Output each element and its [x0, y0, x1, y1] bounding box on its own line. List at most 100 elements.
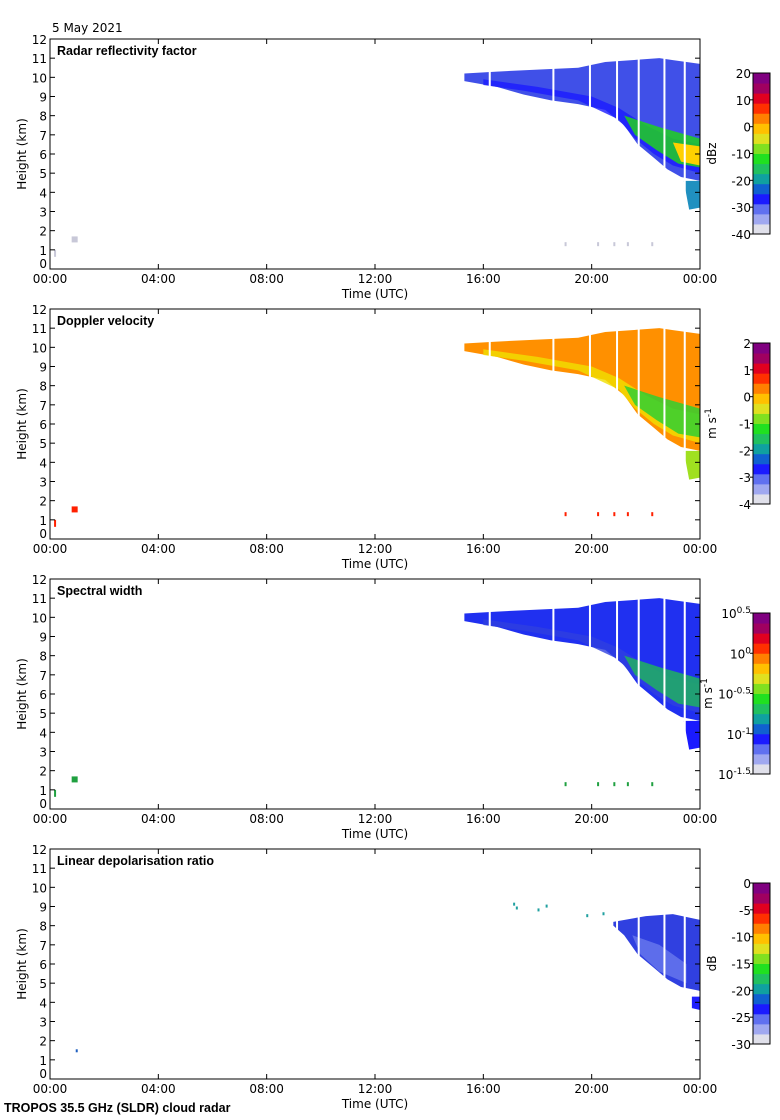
colorbar-segment [753, 113, 770, 124]
y-tick-label: 12 [32, 303, 47, 317]
colorbar-segment [753, 183, 770, 195]
low-echo [54, 789, 57, 797]
lower-cloud-patch [683, 720, 700, 750]
colorbar-segment [753, 1023, 770, 1035]
y-tick-label: 11 [32, 52, 47, 66]
x-tick-label: 20:00 [574, 272, 609, 286]
low-echo [564, 782, 567, 787]
colorbar-tick-label: -2 [739, 444, 751, 458]
y-tick-label: 9 [39, 361, 47, 375]
colorbar-label: m s-1 [700, 678, 715, 709]
cloud-core [483, 619, 700, 714]
low-echo [564, 242, 567, 247]
colorbar-tick-label: -30 [731, 201, 751, 215]
x-tick-label: 00:00 [683, 812, 718, 826]
colorbar-segment [753, 353, 770, 364]
x-tick-label: 00:00 [33, 1082, 68, 1096]
data-gap [683, 309, 686, 539]
y-tick-label: 3 [39, 476, 47, 490]
data-pixel [586, 914, 589, 918]
y-tick-label: 8 [39, 380, 47, 394]
colorbar-segment [753, 123, 770, 134]
colorbar-tick-label: -30 [731, 1038, 751, 1052]
x-tick-label: 00:00 [683, 542, 718, 556]
colorbar-segment [753, 733, 770, 745]
colorbar-tick-label: -25 [731, 1011, 751, 1025]
colorbar-segment [753, 143, 770, 154]
colorbar-segment [753, 893, 770, 904]
colorbar-segment [753, 193, 770, 205]
colorbar-segment [753, 743, 770, 755]
colorbar-segment [753, 103, 770, 114]
colorbar-segment [753, 413, 770, 424]
colorbar-label: dBz [705, 142, 719, 164]
x-tick-label: 04:00 [141, 542, 176, 556]
colorbar-segment [753, 633, 770, 644]
data-gap [488, 579, 491, 809]
x-tick-label: 04:00 [141, 272, 176, 286]
colorbar-segment [753, 493, 770, 505]
low-echo [54, 249, 57, 257]
y-tick-label: 6 [39, 958, 47, 972]
colorbar-segment [753, 953, 770, 964]
colorbar-segment [753, 223, 770, 235]
y-tick-label: 1 [39, 1054, 47, 1068]
x-tick-label: 16:00 [466, 542, 501, 556]
data-gap [637, 579, 640, 809]
colorbar-tick-label: 100.5 [721, 606, 751, 621]
data-pixel [513, 902, 516, 906]
low-echo [613, 242, 616, 247]
x-axis-label: Time (UTC) [341, 287, 408, 301]
colorbar-segment [753, 913, 770, 924]
y-tick-label: 12 [32, 573, 47, 587]
colorbar-segment [753, 363, 770, 374]
panel-title: Doppler velocity [57, 314, 154, 328]
y-tick-label: 4 [39, 996, 47, 1010]
colorbar-segment [753, 163, 770, 175]
y-tick-label: 2 [39, 495, 47, 509]
colorbar-segment [753, 683, 770, 694]
colorbar-segment [753, 383, 770, 394]
colorbar-segment [753, 83, 770, 94]
y-tick-label: 4 [39, 726, 47, 740]
x-tick-label: 08:00 [249, 812, 284, 826]
plot-frame [49, 848, 701, 1080]
y-tick-label: 0 [39, 1067, 47, 1081]
data-gap [488, 849, 491, 1079]
colorbar-tick-label: 0 [743, 121, 751, 135]
data-gap [488, 39, 491, 269]
data-gap [616, 39, 619, 269]
low-echo [71, 776, 78, 783]
colorbar-segment [753, 623, 770, 634]
date-label: 5 May 2021 [52, 21, 123, 35]
y-tick-label: 11 [32, 322, 47, 336]
colorbar-segment [753, 213, 770, 225]
colorbar-segment [753, 463, 770, 475]
colorbar-segment [753, 203, 770, 215]
colorbar-segment [753, 663, 770, 674]
colorbar-segment [753, 403, 770, 414]
colorbar-tick-label: -10 [731, 931, 751, 945]
x-tick-label: 16:00 [466, 1082, 501, 1096]
x-tick-label: 12:00 [358, 272, 393, 286]
data-gap [616, 309, 619, 539]
data-pixel [602, 912, 605, 916]
colorbar-segment [753, 453, 770, 465]
colorbar-tick-label: -3 [739, 471, 751, 485]
data-gap [663, 309, 666, 539]
low-echo [75, 1049, 78, 1053]
x-tick-label: 00:00 [683, 272, 718, 286]
y-tick-label: 8 [39, 650, 47, 664]
colorbar-segment [753, 983, 770, 995]
lower-cloud-patch [683, 180, 700, 210]
y-tick-label: 3 [39, 1016, 47, 1030]
data-gap [637, 309, 640, 539]
y-tick-label: 7 [39, 129, 47, 143]
x-axis-label: Time (UTC) [341, 557, 408, 571]
y-tick-label: 7 [39, 669, 47, 683]
low-echo [564, 512, 567, 517]
lower-cloud-patch [691, 996, 700, 1010]
colorbar-segment [753, 443, 770, 455]
